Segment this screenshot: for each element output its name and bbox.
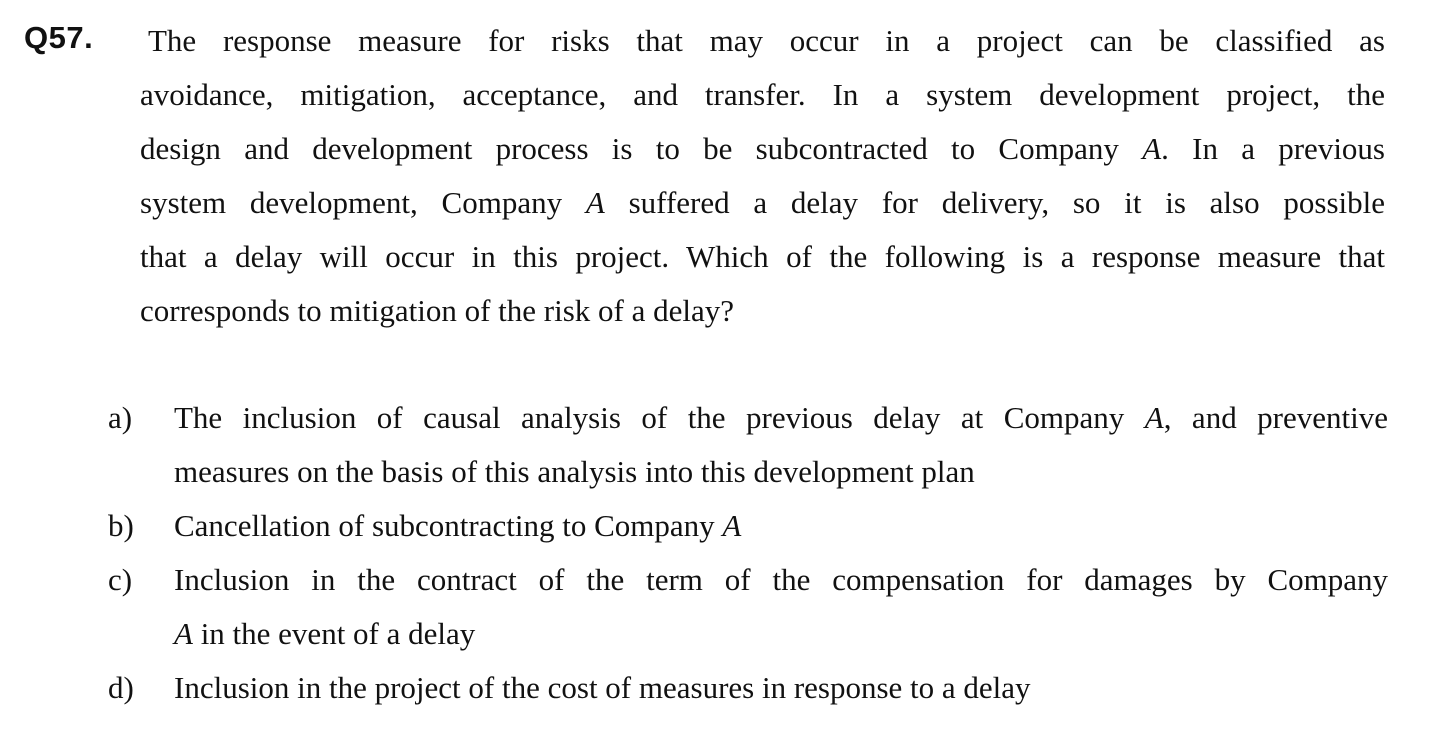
option-label: d) [108, 670, 134, 705]
stem-line: system development, Company A suffered a… [140, 185, 1386, 220]
option-a[interactable]: a) The inclusion of causal analysis of t… [108, 391, 1388, 499]
option-text-line: The inclusion of causal analysis of the … [174, 400, 1388, 435]
option-label: c) [108, 562, 133, 597]
option-text-line: Inclusion in the project of the cost of … [174, 670, 1031, 705]
stem-line: corresponds to mitigation of the risk of… [140, 293, 735, 328]
option-text-line: A in the event of a delay [174, 616, 476, 651]
question-number: Q57. [24, 20, 94, 55]
answer-options: a) The inclusion of causal analysis of t… [108, 391, 1388, 715]
stem-line: The response measure for risks that may … [148, 23, 1385, 58]
option-text-line: Inclusion in the contract of the term of… [174, 562, 1388, 597]
option-label: b) [108, 508, 134, 543]
option-c[interactable]: c) Inclusion in the contract of the term… [108, 553, 1388, 661]
option-label: a) [108, 400, 133, 435]
option-text-line: Cancellation of subcontracting to Compan… [174, 508, 742, 543]
question-stem: The response measure for risks that may … [140, 14, 1385, 338]
option-text-line: measures on the basis of this analysis i… [174, 454, 975, 489]
option-b[interactable]: b) Cancellation of subcontracting to Com… [108, 499, 1388, 553]
option-d[interactable]: d) Inclusion in the project of the cost … [108, 661, 1388, 715]
stem-line: avoidance, mitigation, acceptance, and t… [140, 77, 1385, 112]
stem-line: that a delay will occur in this project.… [140, 239, 1385, 274]
stem-line: design and development process is to be … [140, 131, 1385, 166]
